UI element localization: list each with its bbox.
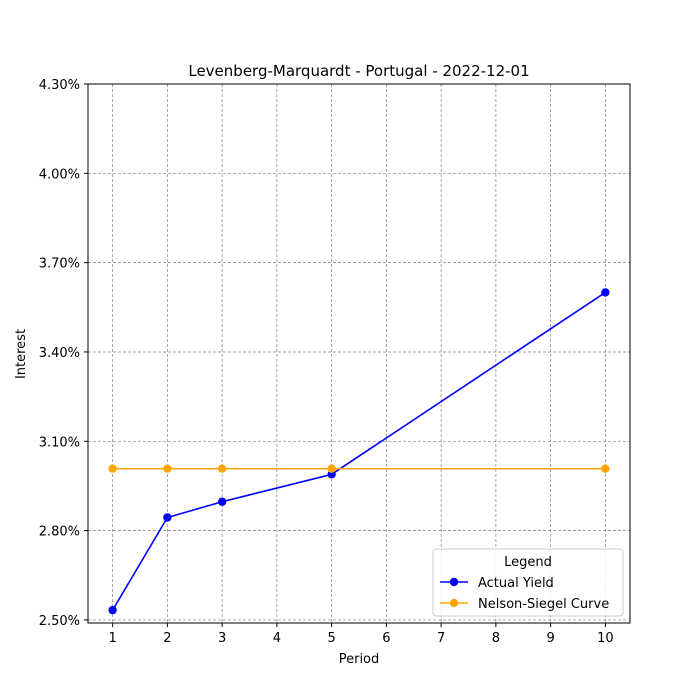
plot-frame xyxy=(87,83,631,624)
legend-marker-actual-yield xyxy=(449,577,459,587)
y-tick-label: 3.10% xyxy=(39,435,80,450)
data-point-actual-yield xyxy=(601,288,610,297)
y-tick-label: 4.00% xyxy=(39,167,80,182)
x-tick-label: 8 xyxy=(492,631,500,646)
data-point-nelson-siegel-curve xyxy=(163,464,172,473)
data-point-actual-yield xyxy=(217,497,227,506)
x-tick-label: 3 xyxy=(218,631,226,646)
data-point-nelson-siegel-curve xyxy=(217,464,227,473)
x-tick-label: 6 xyxy=(382,631,390,646)
y-tick-label: 3.40% xyxy=(39,346,80,361)
x-tick-label: 5 xyxy=(327,631,335,646)
data-point-actual-yield xyxy=(108,605,117,615)
data-point-nelson-siegel-curve xyxy=(601,464,610,473)
series-layer xyxy=(108,288,610,615)
legend-label-nelson-siegel: Nelson-Siegel Curve xyxy=(478,597,609,612)
x-tick-label: 7 xyxy=(437,631,445,646)
y-axis-label: Interest xyxy=(14,329,29,379)
x-tick-label: 1 xyxy=(108,631,116,646)
y-tick-label: 4.30% xyxy=(39,78,80,93)
ticks: 1 2 3 4 5 6 7 8 9 10 2.50% 2.80% 3.10% 3.40% 3.70% 4.00… xyxy=(39,78,614,646)
legend: Legend Actual Yield Nelson-Siegel Curve xyxy=(432,548,624,617)
legend-marker-nelson-siegel xyxy=(449,598,459,608)
y-tick-label: 2.50% xyxy=(39,614,80,629)
x-tick-label: 10 xyxy=(597,631,614,646)
y-tick-label: 3.70% xyxy=(39,257,80,272)
x-tick-label: 9 xyxy=(546,631,554,646)
x-tick-label: 4 xyxy=(273,631,281,646)
data-point-actual-yield xyxy=(163,513,172,522)
y-tick-label: 2.80% xyxy=(39,525,80,540)
data-point-nelson-siegel-curve xyxy=(108,464,117,473)
x-tick-label: 2 xyxy=(163,631,171,646)
legend-label-actual-yield: Actual Yield xyxy=(478,576,554,591)
data-point-nelson-siegel-curve xyxy=(327,464,336,473)
legend-box xyxy=(432,548,624,617)
legend-title: Legend xyxy=(504,555,552,570)
x-axis-label: Period xyxy=(339,652,380,667)
chart-title: Levenberg-Marquardt - Portugal - 2022-12… xyxy=(188,62,529,80)
